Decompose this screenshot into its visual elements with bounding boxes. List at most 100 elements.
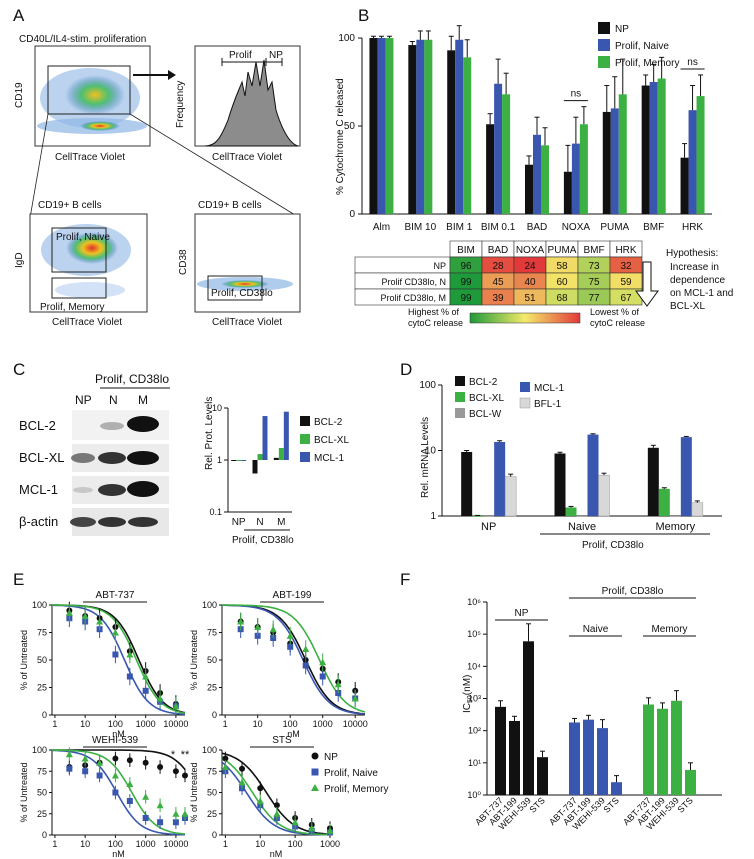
x-axis-label: nM xyxy=(112,729,125,739)
data-point xyxy=(142,687,149,694)
legend-swatch-mcl1 xyxy=(520,382,530,392)
x-tick-label: 10 xyxy=(253,719,263,729)
histogram-curve xyxy=(204,59,299,147)
flow-plot3-title: CD19+ B cells xyxy=(38,200,102,211)
histogram-gate-prolif: Prolif xyxy=(229,50,252,61)
heatmap-value: 75 xyxy=(588,277,600,288)
data-point xyxy=(126,673,133,680)
x-tick-label: 1000 xyxy=(136,719,156,729)
arrow-head xyxy=(168,70,176,80)
dose-response-chart: 0 25 50 75 100 1 10 100 1000 nM % of Untreated STS xyxy=(189,735,340,859)
y-tick-label: 0 xyxy=(212,710,217,720)
x-tick-label: 1 xyxy=(223,719,228,729)
bar xyxy=(424,39,433,215)
x-tick-label: BIM 0.1 xyxy=(481,222,516,233)
blot-band xyxy=(98,484,126,496)
data-point xyxy=(308,824,316,832)
bar xyxy=(657,78,666,214)
bar xyxy=(696,96,705,214)
x-tick-label: Memory xyxy=(655,521,695,533)
bar xyxy=(643,704,654,795)
x-tick-label: 10 xyxy=(80,719,90,729)
legend-swatch-memory xyxy=(598,56,610,68)
data-point xyxy=(326,827,334,834)
heatmap-column-label: HRK xyxy=(615,245,636,256)
data-point xyxy=(156,801,164,809)
y-tick-label: 1 xyxy=(217,455,222,465)
chart-title: WEHI-539 xyxy=(92,735,139,746)
data-point xyxy=(96,759,104,766)
y-tick-label: 10³ xyxy=(468,694,481,704)
x-tick-label: 10 xyxy=(80,839,90,849)
y-tick-label: 25 xyxy=(37,683,47,693)
heatmap-value: 73 xyxy=(588,261,600,272)
panel-d: 1 10 100 NP Naive Memory Rel. mRNA Levels BCL… xyxy=(419,376,722,551)
flow-plot4-frame xyxy=(194,213,301,313)
panel-letter-e: E xyxy=(13,570,25,589)
data-point xyxy=(65,609,73,616)
bar xyxy=(563,171,572,214)
data-point xyxy=(126,780,134,787)
panel-c-ylabel: Rel. Prot. Levels xyxy=(204,397,215,470)
flow-plot3-ylabel: IgD xyxy=(14,252,25,268)
data-point xyxy=(157,819,164,826)
gate-cd38lo-label: Prolif, CD38lo xyxy=(211,288,273,299)
data-point xyxy=(81,612,89,619)
y-tick-label: 10⁰ xyxy=(467,790,481,800)
data-point xyxy=(65,750,73,758)
data-point xyxy=(273,802,280,809)
bar xyxy=(241,460,247,461)
lane-label-n: N xyxy=(109,393,118,407)
data-point xyxy=(126,651,134,658)
x-tick-label: BMF xyxy=(643,222,664,233)
bar xyxy=(257,454,263,460)
y-tick-label: 100 xyxy=(202,745,217,755)
bar xyxy=(647,447,659,516)
gate-naive xyxy=(51,227,107,273)
heatmap-gradient-bar xyxy=(469,312,581,324)
x-tick-label: NOXA xyxy=(562,222,591,233)
bar xyxy=(680,437,692,516)
y-tick-label: 0 xyxy=(42,710,47,720)
y-tick-label: 100 xyxy=(202,600,217,610)
blot-row-label: BCL-XL xyxy=(19,450,65,465)
x-axis-label: nM xyxy=(270,849,283,859)
y-tick-label: 75 xyxy=(207,628,217,638)
y-tick-label: 10 xyxy=(425,446,437,457)
bar xyxy=(455,39,464,215)
data-point xyxy=(222,755,229,762)
bar xyxy=(273,457,279,460)
legend-label-naive: Prolif, Naive xyxy=(615,41,669,52)
data-point xyxy=(112,651,119,658)
data-point xyxy=(273,810,281,817)
x-tick-label: 1 xyxy=(52,719,57,729)
y-axis-label: % of Untreated xyxy=(19,630,29,690)
data-point xyxy=(239,765,246,772)
data-point xyxy=(291,818,299,826)
panel-c-group-label: Prolif, CD38lo xyxy=(232,535,294,546)
heatmap-value: 45 xyxy=(492,277,504,288)
data-point xyxy=(334,680,342,688)
bar xyxy=(483,516,495,517)
blot-band xyxy=(127,481,159,497)
histogram-xlabel: CellTrace Violet xyxy=(212,152,282,163)
bar xyxy=(669,516,681,517)
x-tick-label: 100 xyxy=(283,719,298,729)
legend-swatch-bclw xyxy=(455,408,465,418)
x-tick-label: STS xyxy=(527,795,546,814)
histogram-gate-np: NP xyxy=(269,50,283,61)
panel-f: 10⁰10¹10²10³10⁴10⁵10⁶ABT-737ABT-199WEHI-… xyxy=(462,586,722,832)
bar xyxy=(461,451,473,516)
legend-label-bclxl: BCL-XL xyxy=(314,435,349,446)
y-axis-label: % of Untreated xyxy=(189,630,199,690)
heatmap-value: 59 xyxy=(620,277,632,288)
x-axis-label: nM xyxy=(287,729,300,739)
legend-label-bcl2: BCL-2 xyxy=(469,377,498,388)
connector-line xyxy=(29,113,49,219)
fit-curve xyxy=(222,604,366,713)
group-label: Memory xyxy=(651,624,687,635)
bar xyxy=(671,700,682,795)
